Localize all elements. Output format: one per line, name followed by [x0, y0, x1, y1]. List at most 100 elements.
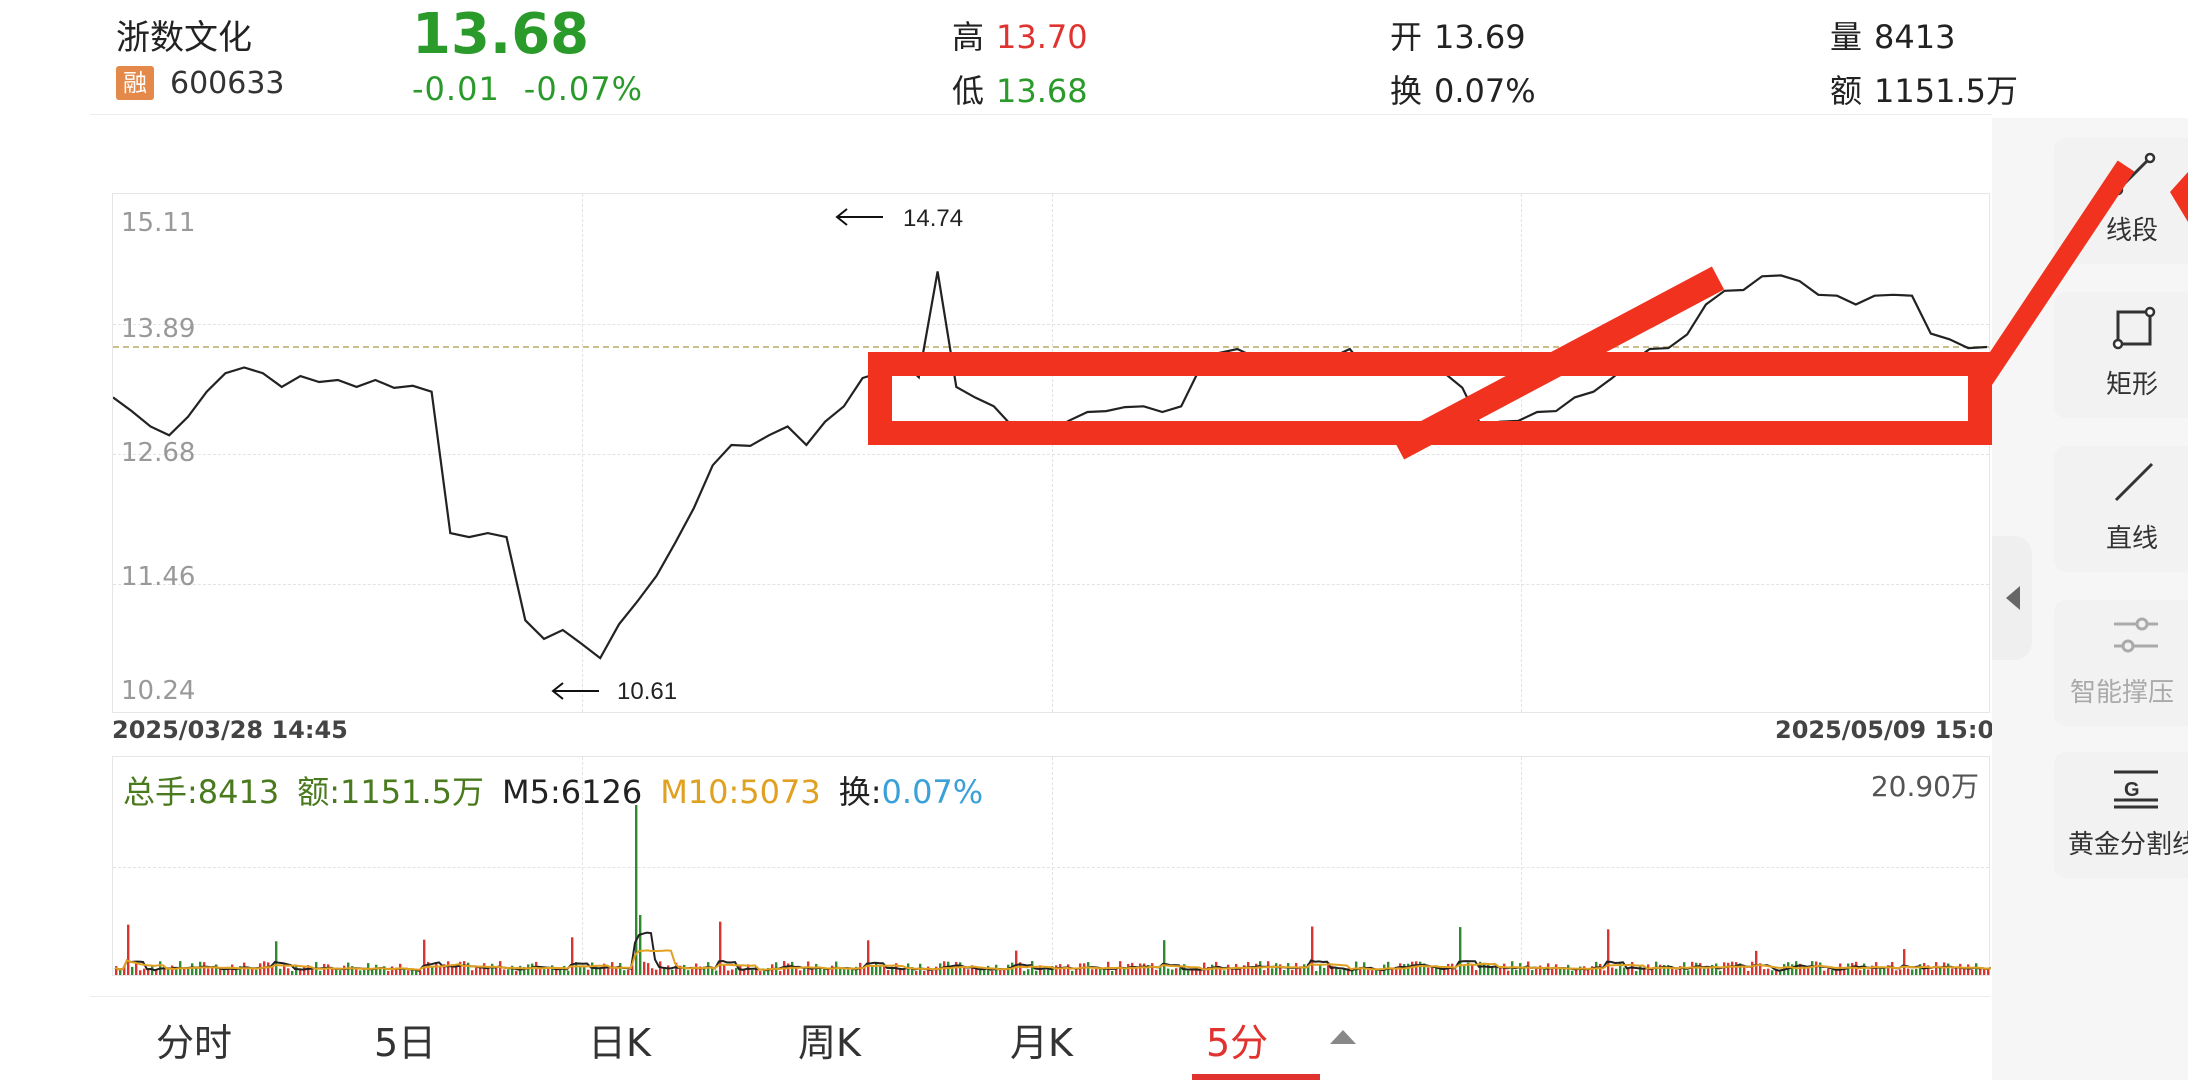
tab-daily-k[interactable]: 日K — [588, 1021, 651, 1065]
volume-max-label: 20.90万 — [1870, 770, 1979, 803]
volume-bar — [583, 967, 586, 975]
grid-line — [582, 757, 583, 975]
volume-bar — [1559, 968, 1562, 975]
y-axis-label: 10.24 — [121, 676, 196, 706]
volume-bar — [1047, 966, 1050, 975]
volume-bar — [1975, 963, 1978, 975]
volume-bar — [1407, 963, 1410, 975]
volume-bar — [1743, 965, 1746, 975]
volume-bar — [147, 969, 150, 975]
volume-bar — [223, 970, 226, 975]
volume-bar — [1223, 970, 1226, 975]
tab-5min[interactable]: 5分 — [1206, 1021, 1269, 1065]
volume-bar — [1939, 966, 1942, 975]
ma10-volume: M10:5073 — [660, 773, 821, 811]
price-chart[interactable]: 15.11 13.89 12.68 11.46 10.24 14.74 10.6… — [112, 193, 1990, 713]
volume-bar — [503, 969, 506, 975]
period-dropdown-icon[interactable] — [1330, 1030, 1356, 1044]
volume-bar — [679, 965, 682, 975]
volume-bar — [543, 969, 546, 975]
volume-bar — [1847, 963, 1850, 975]
volume-bar — [1987, 969, 1990, 975]
volume-chart[interactable]: 总手:8413 额:1151.5万 M5:6126 M10:5073 换:0.07% 2… — [112, 756, 1991, 976]
volume-bar — [1543, 968, 1546, 975]
volume-bar — [531, 963, 534, 975]
volume-bar — [1367, 969, 1370, 975]
volume-bar — [1623, 967, 1626, 975]
volume-bar — [1031, 961, 1034, 975]
volume-bar — [699, 966, 702, 975]
volume-bar — [387, 970, 390, 975]
volume-bar — [627, 969, 630, 975]
stat-open: 开 13.69 — [1390, 12, 1526, 58]
volume-bar — [1435, 965, 1438, 975]
volume-bar — [719, 921, 722, 975]
volume-bar — [923, 970, 926, 975]
volume-bar — [407, 970, 410, 975]
volume-bar — [1695, 962, 1698, 975]
volume-bar — [567, 970, 570, 975]
tool-rectangle-label: 矩形 — [2106, 370, 2159, 400]
volume-bar — [1771, 970, 1774, 975]
volume-bar — [183, 968, 186, 975]
tool-smart-support[interactable]: 智能撑压 — [2054, 600, 2188, 726]
tab-weekly-k[interactable]: 周K — [798, 1021, 861, 1065]
tool-line[interactable]: 直线 — [2054, 446, 2188, 572]
volume-bar — [1671, 968, 1674, 975]
grid-line — [113, 454, 1989, 455]
tab-5day[interactable]: 5日 — [374, 1021, 437, 1065]
volume-bar — [1231, 969, 1234, 975]
golden-ratio-icon: G — [2114, 770, 2158, 809]
tool-rectangle[interactable]: 矩形 — [2054, 292, 2188, 418]
stat-open-label: 开 — [1390, 18, 1423, 56]
volume-bar — [1239, 967, 1242, 975]
ma5-volume: M5:6126 — [502, 773, 643, 811]
volume-bar — [799, 970, 802, 975]
volume-bar — [355, 968, 358, 975]
volume-bar — [1687, 970, 1690, 975]
y-axis-label: 13.89 — [121, 314, 196, 344]
volume-bar — [1095, 968, 1098, 975]
stat-volume-value: 8413 — [1874, 18, 1956, 56]
volume-bar — [1135, 968, 1138, 975]
volume-bar — [1675, 969, 1678, 975]
volume-bar — [307, 965, 310, 975]
volume-bar — [1791, 964, 1794, 975]
volume-bar — [871, 966, 874, 975]
volume-bar — [267, 962, 270, 975]
volume-bar — [1279, 964, 1282, 975]
volume-bar — [875, 963, 878, 975]
volume-bar — [1379, 969, 1382, 975]
volume-bar — [1431, 967, 1434, 975]
volume-bar — [615, 967, 618, 975]
volume-bar — [1123, 968, 1126, 975]
volume-bar — [931, 970, 934, 975]
volume-bar — [623, 970, 626, 975]
active-tab-indicator — [1192, 1074, 1320, 1080]
volume-bar — [1003, 968, 1006, 975]
volume-bar — [1967, 964, 1970, 975]
volume-bar — [1087, 962, 1090, 975]
volume-bar — [1487, 964, 1490, 975]
volume-bar — [587, 969, 590, 975]
tab-intraday[interactable]: 分时 — [156, 1021, 233, 1065]
volume-bar — [903, 969, 906, 975]
volume-bar — [1447, 963, 1450, 975]
volume-bar — [275, 941, 278, 975]
volume-bar — [431, 966, 434, 975]
volume-bar — [1219, 968, 1222, 975]
volume-bar — [991, 970, 994, 975]
volume-bar — [1515, 969, 1518, 975]
volume-bar — [487, 966, 490, 975]
tab-monthly-k[interactable]: 月K — [1010, 1021, 1073, 1065]
volume-bar — [603, 963, 606, 975]
volume-bar — [1519, 963, 1522, 975]
volume-bar — [575, 961, 578, 975]
turnover-value: 0.07% — [881, 773, 984, 811]
tool-segment[interactable]: 线段 — [2054, 138, 2188, 264]
svg-text:G: G — [2124, 779, 2140, 801]
volume-bar — [395, 967, 398, 975]
volume-bar — [1071, 970, 1074, 975]
tool-golden-ratio[interactable]: G 黄金分割线 — [2054, 752, 2188, 878]
volume-bar — [675, 962, 678, 975]
